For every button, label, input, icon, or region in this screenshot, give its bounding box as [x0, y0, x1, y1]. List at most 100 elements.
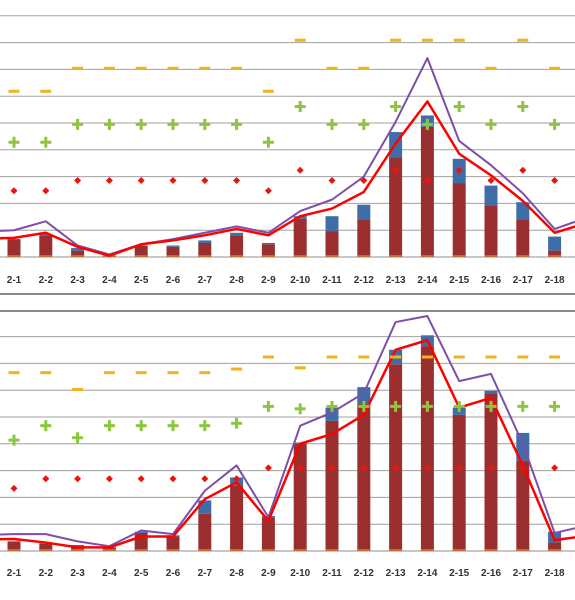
- bar-base: [357, 403, 371, 551]
- diamond-marker: [201, 177, 209, 184]
- dash-marker: [103, 66, 115, 70]
- x-tick-label: 2-18: [545, 275, 565, 286]
- diamond-marker: [264, 187, 272, 195]
- bar-base: [39, 543, 53, 551]
- dash-markers: [8, 355, 561, 392]
- panel-top-border: [0, 293, 575, 295]
- plus-marker-v: [330, 118, 334, 130]
- diamond-marker: [360, 177, 368, 184]
- x-tick-label: 2-13: [386, 568, 406, 579]
- diamond-marker: [105, 177, 113, 184]
- plus-marker-v: [139, 118, 143, 130]
- dash-marker: [390, 355, 402, 359]
- x-tick-label: 2-11: [322, 568, 342, 579]
- plus-marker-v: [521, 101, 525, 113]
- bar-stub: [293, 255, 307, 257]
- dash-marker: [549, 355, 561, 359]
- x-tick-label: 2-17: [513, 568, 533, 579]
- x-tick-label: 2-1: [7, 568, 22, 579]
- dash-marker: [262, 89, 274, 93]
- x-tick-label: 2-10: [290, 275, 310, 286]
- bar-stub: [484, 549, 498, 551]
- x-tick-label: 2-10: [290, 568, 310, 579]
- bar-top: [166, 245, 180, 247]
- x-tick-label: 2-5: [134, 275, 149, 286]
- x-tick-label: 2-6: [166, 568, 181, 579]
- bar-top: [357, 204, 371, 221]
- x-tick-label: 2-9: [261, 275, 276, 286]
- diamond-marker: [233, 177, 241, 184]
- dash-marker: [72, 388, 84, 392]
- bar-stub: [166, 255, 180, 257]
- bar-stub: [325, 255, 339, 257]
- bar-base: [166, 536, 180, 551]
- bars: [7, 335, 562, 551]
- bar-stub: [198, 255, 212, 257]
- dash-marker: [199, 371, 211, 375]
- bar-stub: [452, 255, 466, 257]
- x-tick-label: 2-15: [449, 568, 469, 579]
- bar-stub: [389, 549, 403, 551]
- plus-marker-v: [235, 417, 239, 429]
- dash-marker: [167, 66, 179, 70]
- dash-marker: [485, 66, 497, 70]
- diamond-marker: [169, 177, 177, 184]
- plus-marker-v: [425, 118, 429, 130]
- chart-bottom: 2-1 2-2 2-3 2-4 2-5 2-6 2-7 2-8 2-9 2-10 2-11 2-12 2…: [0, 315, 575, 579]
- plus-markers: [8, 400, 561, 446]
- series-line-purple: [0, 315, 575, 548]
- x-tick-label: 2-9: [261, 568, 276, 579]
- plus-marker-v: [44, 136, 48, 148]
- bar-top: [484, 390, 498, 394]
- bar-base: [198, 242, 212, 257]
- bar-base: [357, 220, 371, 257]
- dash-marker: [40, 371, 52, 375]
- dash-marker: [72, 66, 84, 70]
- plus-marker-v: [553, 400, 557, 412]
- plus-marker-v: [107, 118, 111, 130]
- x-tick-label: 2-3: [70, 275, 85, 286]
- x-tick-label: 2-6: [166, 275, 181, 286]
- bar-stub: [420, 549, 434, 551]
- plus-marker-v: [298, 403, 302, 415]
- diamond-marker: [487, 464, 495, 472]
- x-tick-label: 2-8: [229, 568, 244, 579]
- x-tick-label: 2-5: [134, 568, 149, 579]
- bar-stub: [325, 549, 339, 551]
- x-tick-label: 2-13: [386, 275, 406, 286]
- bar-top: [484, 185, 498, 206]
- diamond-marker: [519, 166, 527, 174]
- diamond-marker: [392, 464, 400, 472]
- bar-base: [198, 513, 212, 551]
- bar-stub: [230, 549, 244, 551]
- diamond-marker: [360, 464, 368, 472]
- bar-base: [389, 157, 403, 257]
- bar-base: [39, 235, 53, 257]
- bar-top: [198, 240, 212, 243]
- chart-panel-top: 2-1 2-2 2-3 2-4 2-5 2-6 2-7 2-8 2-9 2-10 2-11 2-12 2…: [0, 0, 575, 295]
- bar-stub: [166, 549, 180, 551]
- dash-marker: [485, 355, 497, 359]
- diamond-marker: [551, 464, 559, 472]
- bar-base: [516, 220, 530, 257]
- plus-markers: [8, 101, 561, 148]
- x-tick-label: 2-12: [354, 275, 374, 286]
- diamond-marker: [42, 187, 50, 195]
- diamond-marker: [10, 187, 18, 195]
- plus-marker-v: [394, 400, 398, 412]
- dash-marker: [358, 355, 370, 359]
- diamond-marker: [201, 475, 209, 483]
- bar-stub: [261, 549, 275, 551]
- dash-marker: [421, 38, 433, 42]
- plus-marker-v: [139, 420, 143, 432]
- bar-top: [134, 531, 148, 533]
- diamond-marker: [487, 177, 495, 184]
- diamond-marker: [328, 464, 336, 472]
- gridlines: [0, 15, 575, 258]
- bar-stub: [357, 255, 371, 257]
- dash-marker: [231, 66, 243, 70]
- bar-stub: [548, 255, 562, 257]
- dash-marker: [103, 371, 115, 375]
- bar-top: [39, 234, 53, 236]
- bar-base: [484, 206, 498, 257]
